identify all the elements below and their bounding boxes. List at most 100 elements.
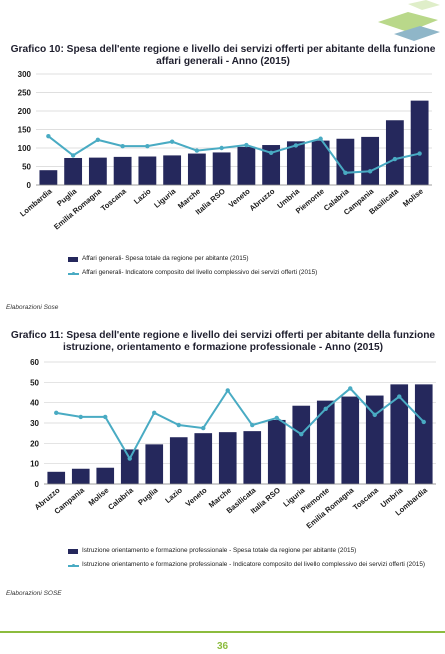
bar: [47, 471, 66, 484]
legend-item-bar: Istruzione orientamento e formazione pro…: [68, 547, 428, 555]
bar: [145, 444, 164, 484]
x-tick-label: Abruzzo: [248, 186, 277, 212]
line-point: [299, 431, 304, 437]
line-point: [127, 456, 132, 461]
y-tick-label: 30: [30, 419, 39, 428]
bar: [390, 384, 409, 484]
line-point: [46, 133, 51, 139]
y-tick-label: 10: [30, 460, 39, 469]
y-tick-label: 40: [30, 399, 39, 408]
line-point: [397, 394, 402, 399]
line-point: [152, 410, 157, 416]
bar: [365, 395, 384, 484]
x-tick-label: Veneto: [184, 485, 209, 508]
y-tick-label: 0: [35, 480, 40, 489]
bar: [361, 136, 380, 185]
bar: [237, 146, 256, 185]
line-point: [103, 414, 108, 420]
y-tick-label: 100: [18, 144, 32, 153]
legend-label: Istruzione orientamento e formazione pro…: [82, 547, 357, 554]
x-tick-label: Toscana: [99, 186, 129, 213]
chart-10-source: Elaborazioni Sose: [6, 304, 59, 311]
legend-bar-swatch: [68, 257, 78, 262]
bar: [64, 157, 83, 185]
bar: [71, 468, 90, 484]
bar: [169, 437, 188, 484]
chart-11-legend: Istruzione orientamento e formazione pro…: [68, 547, 428, 575]
line-point: [318, 136, 323, 141]
x-tick-label: Puglia: [136, 485, 160, 507]
x-tick-label: Lazio: [163, 485, 184, 505]
y-tick-label: 200: [18, 107, 32, 116]
chart-11-source: Elaborazioni SOSE: [6, 590, 62, 597]
line-point: [250, 422, 255, 428]
line-point: [145, 143, 150, 149]
bar: [410, 100, 429, 185]
line-point: [95, 137, 101, 143]
footer-divider: [0, 631, 445, 633]
series-line: [56, 387, 425, 461]
line-point: [176, 422, 181, 428]
bar: [138, 156, 157, 185]
bar: [267, 419, 286, 484]
bar: [286, 141, 305, 185]
legend-line-swatch: [68, 272, 79, 275]
line-point: [417, 151, 422, 156]
line-point: [70, 153, 76, 158]
line-point: [268, 150, 274, 156]
y-tick-label: 50: [22, 163, 31, 172]
line-point: [54, 410, 59, 416]
legend-label: Affari generali- Indicatore composito de…: [82, 269, 318, 276]
bar: [243, 431, 262, 484]
bar: [113, 156, 132, 185]
chart-10-legend: Affari generali- Spesa totale da regione…: [68, 255, 428, 283]
bar: [385, 120, 404, 185]
line-point: [323, 406, 328, 411]
bar: [316, 400, 335, 484]
legend-item-line: Affari generali- Indicatore composito de…: [68, 269, 428, 277]
chart-10-title: Grafico 10: Spesa dell'ente regione e li…: [10, 44, 436, 67]
x-tick-label: Lombardia: [18, 186, 54, 218]
x-tick-label: Emilia Romagna: [52, 186, 104, 231]
line-point: [78, 414, 83, 420]
line-point: [120, 143, 125, 149]
bar: [39, 170, 58, 185]
y-tick-label: 250: [18, 89, 32, 98]
x-tick-label: Liguria: [152, 186, 178, 210]
chart-11-title: Grafico 11: Spesa dell'ente regione e li…: [10, 330, 436, 353]
line-point: [372, 412, 377, 418]
legend-item-line: Istruzione orientamento e formazione pro…: [68, 561, 428, 569]
y-tick-label: 300: [18, 70, 32, 79]
x-tick-label: Calabria: [106, 485, 135, 512]
series-line: [47, 135, 420, 174]
legend-item-bar: Affari generali- Spesa totale da regione…: [68, 255, 428, 263]
line-point: [169, 139, 175, 144]
bar: [212, 152, 231, 185]
line-point: [421, 419, 426, 425]
page-number: 36: [216, 641, 229, 652]
legend-bar-swatch: [68, 549, 78, 554]
bar: [120, 449, 139, 484]
bar: [414, 384, 433, 484]
bar: [187, 153, 206, 185]
line-point: [343, 170, 348, 175]
line-point: [293, 143, 299, 148]
line-point: [194, 148, 200, 153]
legend-label: Istruzione orientamento e formazione pro…: [82, 561, 426, 568]
y-tick-label: 50: [30, 378, 39, 387]
line-point: [225, 388, 230, 393]
publisher-logo: [378, 0, 440, 41]
bar: [262, 145, 281, 185]
line-point: [274, 415, 279, 421]
x-tick-label: Toscana: [351, 485, 381, 512]
y-tick-label: 60: [30, 358, 39, 367]
y-tick-label: 150: [18, 126, 32, 135]
bar: [336, 138, 355, 185]
legend-line-swatch: [68, 564, 79, 567]
line-point: [201, 425, 206, 431]
y-tick-label: 20: [30, 439, 39, 448]
bar: [311, 140, 330, 185]
line-point: [219, 145, 224, 151]
